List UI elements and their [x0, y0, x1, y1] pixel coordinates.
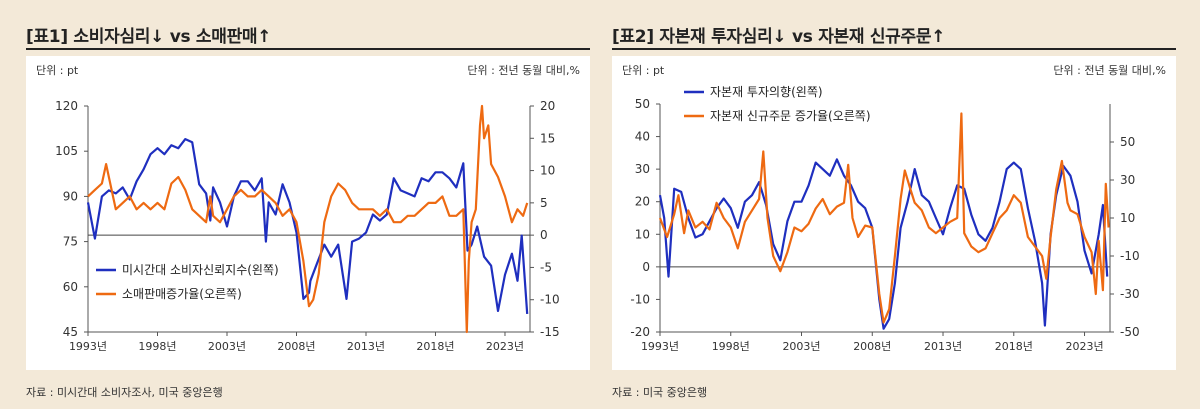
chart1-right-tick-label: -15 [540, 325, 560, 339]
chart2-right-tick-label: 50 [1120, 135, 1135, 149]
chart2-left-tick-label: 50 [635, 97, 650, 111]
chart1-x-tick-label: 1998년 [138, 340, 176, 353]
chart2-x-tick-label: 2008년 [853, 340, 891, 353]
chart1-series-blue-line [86, 137, 529, 314]
chart1-left-tick-label: 45 [63, 325, 78, 339]
chart1-left-tick-label: 90 [63, 189, 78, 203]
chart1-x-tick-label: 2008년 [277, 340, 315, 353]
chart1-legend-label-orange: 소매판매증가율(오른쪽) [122, 287, 242, 301]
chart2-left-tick-label: -10 [630, 292, 650, 306]
chart1-left-tick-label: 105 [55, 144, 78, 158]
chart2-series-blue-line [658, 158, 1109, 330]
chart2-left-unit: 단위 : pt [622, 64, 665, 77]
chart1-right-tick-label: -5 [540, 260, 552, 274]
chart1-source: 자료 : 미시간대 소비자조사, 미국 중앙은행 [26, 386, 223, 399]
chart2-left-tick-label: -20 [630, 325, 650, 339]
chart1-right-tick-label: 5 [540, 196, 548, 210]
chart2-x-tick-label: 1998년 [712, 340, 750, 353]
chart2-left-tick-label: 0 [642, 260, 650, 274]
chart1-right-tick-label: 15 [540, 131, 555, 145]
chart1-series-orange-line [87, 104, 529, 334]
chart2-plot: -20 -10 0 10 20 30 40 50 -50 -30 -10 10 30 50 1993년 199… [630, 85, 1140, 353]
chart1-title: [표1] 소비자심리↓ vs 소매판매↑ [26, 22, 590, 50]
chart2-x-tick-label: 2003년 [782, 340, 820, 353]
chart1-right-tick-label: 20 [540, 99, 555, 113]
chart1-x-tick-label: 2018년 [416, 340, 454, 353]
chart2-title-rule [612, 48, 1176, 50]
chart1-left-tick-label: 75 [63, 235, 78, 249]
chart2-right-tick-label: 10 [1120, 211, 1135, 225]
chart1-x-tick-label: 2023년 [486, 340, 524, 353]
chart2-x-tick-label: 2018년 [995, 340, 1033, 353]
chart1-right-tick-label: 10 [540, 164, 555, 178]
chart2-series-orange-line [658, 112, 1110, 324]
chart1-left-tick-label: 120 [55, 99, 78, 113]
chart1-title-rule [26, 48, 590, 50]
chart2-source: 자료 : 미국 중앙은행 [612, 386, 708, 399]
chart1-x-tick-label: 2013년 [347, 340, 385, 353]
chart2-left-tick-label: 40 [635, 130, 650, 144]
chart2-right-unit: 단위 : 전년 동월 대비,% [1053, 64, 1166, 77]
chart2-right-tick-label: -50 [1120, 325, 1140, 339]
chart1-right-tick-label: -10 [540, 293, 560, 307]
chart1-x-tick-label: 2003년 [208, 340, 246, 353]
chart2-title: [표2] 자본재 투자심리↓ vs 자본재 신규주문↑ [612, 22, 1176, 50]
chart1-right-unit: 단위 : 전년 동월 대비,% [467, 64, 580, 77]
chart2-left-tick-label: 20 [635, 195, 650, 209]
chart1-title-text: [표1] 소비자심리↓ vs 소매판매↑ [26, 27, 272, 47]
chart1-x-tick-label: 1993년 [69, 340, 107, 353]
chart1-plot: 45 60 75 90 105 120 -15 -10 -5 0 5 10 15 20 1993년 1998년… [55, 99, 560, 353]
chart2-right-tick-label: -30 [1120, 287, 1140, 301]
chart2-title-text: [표2] 자본재 투자심리↓ vs 자본재 신규주문↑ [612, 27, 946, 47]
chart2-right-tick-label: 30 [1120, 173, 1135, 187]
chart2-left-tick-label: 30 [635, 162, 650, 176]
chart2-x-tick-label: 2023년 [1065, 340, 1103, 353]
chart1-left-tick-label: 60 [63, 280, 78, 294]
chart2-panel: 단위 : pt 단위 : 전년 동월 대비,% -20 -10 0 10 20 30 40 5… [612, 56, 1176, 370]
chart1-left-unit: 단위 : pt [36, 64, 79, 77]
chart2-right-tick-label: -10 [1120, 249, 1140, 263]
chart1-legend-label-blue: 미시간대 소비자신뢰지수(왼쪽) [122, 263, 279, 277]
chart2-legend-label-blue: 자본재 투자의향(왼쪽) [710, 85, 823, 99]
chart1-right-tick-label: 0 [540, 228, 548, 242]
chart2-x-tick-label: 1993년 [641, 340, 679, 353]
chart2-legend-label-orange: 자본재 신규주문 증가율(오른쪽) [710, 109, 871, 123]
chart2-x-tick-label: 2013년 [924, 340, 962, 353]
chart1-panel: 단위 : pt 단위 : 전년 동월 대비,% 45 60 75 90 105 120 -1… [26, 56, 590, 370]
chart2-left-tick-label: 10 [635, 227, 650, 241]
